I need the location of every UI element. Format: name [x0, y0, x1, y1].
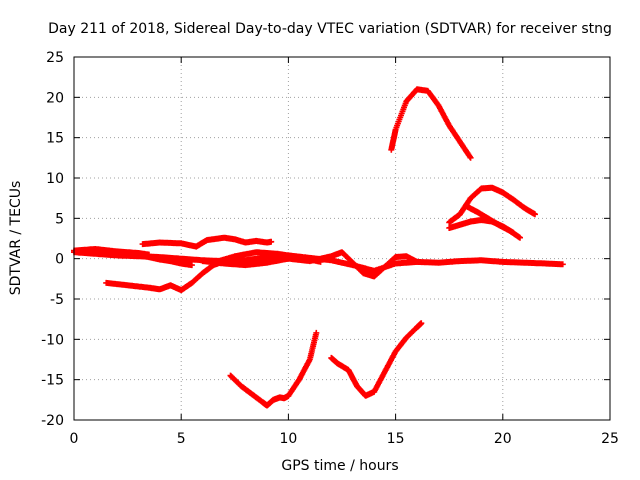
y-tick-label: -15	[41, 373, 64, 389]
y-tick-label: 0	[55, 252, 64, 268]
x-tick-label: 25	[601, 431, 619, 447]
data-series-arc-13	[463, 203, 523, 241]
y-tick-label: -10	[41, 332, 64, 348]
x-tick-label: 0	[70, 431, 79, 447]
y-tick-label: 25	[46, 50, 64, 66]
x-axis-label: GPS time / hours	[281, 458, 398, 474]
y-tick-label: -20	[41, 413, 64, 429]
data-series-arc-4	[139, 234, 275, 250]
data-series-arc-9	[328, 320, 425, 399]
data-series-arc-8	[227, 329, 320, 409]
chart-title: Day 211 of 2018, Sidereal Day-to-day VTE…	[48, 21, 612, 37]
y-tick-label: 10	[46, 171, 64, 187]
data-series-arc-7	[210, 249, 324, 266]
x-tick-label: 5	[177, 431, 186, 447]
x-tick-label: 20	[494, 431, 512, 447]
y-tick-label: 15	[46, 131, 64, 147]
x-tick-label: 15	[387, 431, 405, 447]
data-series-arc-10	[388, 86, 474, 161]
data-series-arc-3	[135, 252, 195, 269]
y-tick-label: -5	[50, 292, 64, 308]
grid	[74, 57, 610, 420]
x-tick-label: 10	[279, 431, 297, 447]
data-points	[71, 86, 566, 409]
plot-frame	[73, 56, 611, 421]
y-axis-label: SDTVAR / TECUs	[8, 181, 24, 296]
axis-ticks: 0 5 10 15 20 25 -20 -15 -10 -5 0 5 10 15 20 25	[41, 50, 619, 447]
data-series-arc-11	[446, 184, 538, 226]
y-tick-label: 5	[55, 211, 64, 227]
y-tick-label: 20	[46, 90, 64, 106]
